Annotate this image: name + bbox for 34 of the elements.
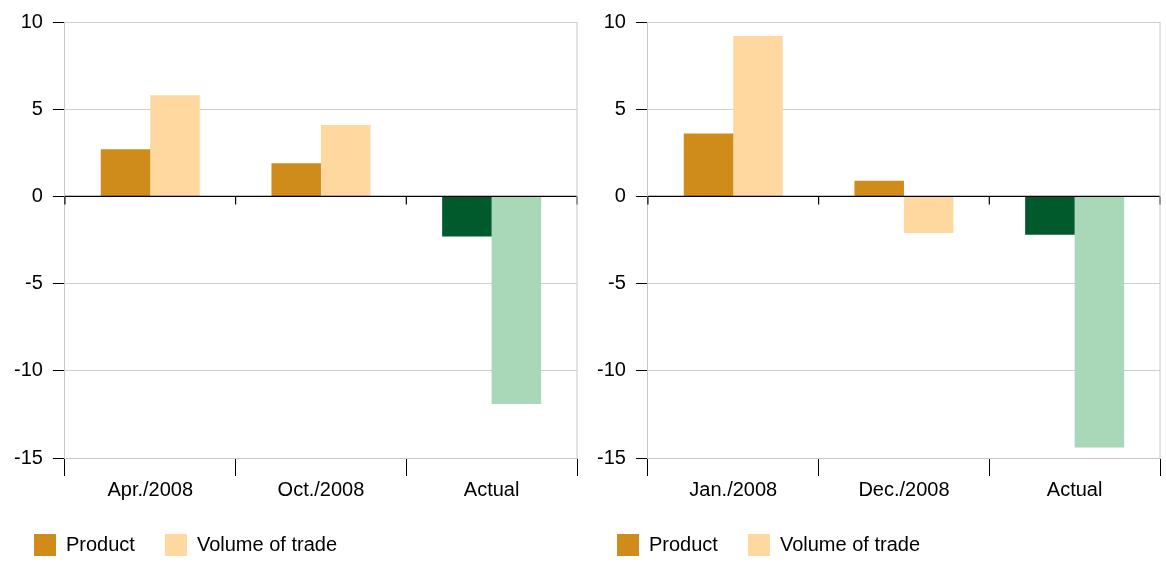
legend-label: Product bbox=[649, 532, 719, 555]
legend-label: Volume of trade bbox=[779, 532, 921, 555]
bar bbox=[442, 196, 492, 237]
y-tick-label: 5 bbox=[31, 96, 43, 119]
x-tick-label: Oct./2008 bbox=[277, 477, 365, 500]
bar bbox=[733, 35, 783, 196]
y-tick-label: -10 bbox=[597, 358, 626, 381]
y-tick-label: 5 bbox=[614, 96, 626, 119]
legend-label: Product bbox=[66, 532, 136, 555]
x-tick-label: Jan./2008 bbox=[689, 477, 778, 500]
bar bbox=[1025, 196, 1075, 235]
y-tick-label: -5 bbox=[608, 271, 626, 294]
x-tick-label: Actual bbox=[1046, 477, 1103, 500]
bar bbox=[100, 149, 151, 196]
legend-label: Volume of trade bbox=[196, 532, 338, 555]
x-tick-label: Dec./2008 bbox=[858, 477, 950, 500]
bar bbox=[854, 180, 904, 196]
x-tick-label: Actual bbox=[463, 477, 520, 500]
y-tick-label: -15 bbox=[597, 445, 626, 468]
bar bbox=[491, 196, 542, 404]
y-tick-label: 0 bbox=[614, 183, 626, 206]
bar bbox=[683, 133, 734, 196]
bar bbox=[150, 95, 200, 196]
y-tick-label: 0 bbox=[31, 183, 43, 206]
x-tick-label: Apr./2008 bbox=[107, 477, 194, 500]
y-tick-label: 10 bbox=[603, 9, 626, 32]
y-tick-label: 10 bbox=[20, 9, 43, 32]
y-tick-label: -5 bbox=[25, 271, 43, 294]
bar bbox=[903, 196, 954, 234]
y-tick-label: -10 bbox=[14, 358, 43, 381]
bar bbox=[271, 163, 321, 196]
y-tick-label: -15 bbox=[14, 445, 43, 468]
bar bbox=[320, 124, 371, 196]
bar bbox=[1074, 196, 1125, 448]
